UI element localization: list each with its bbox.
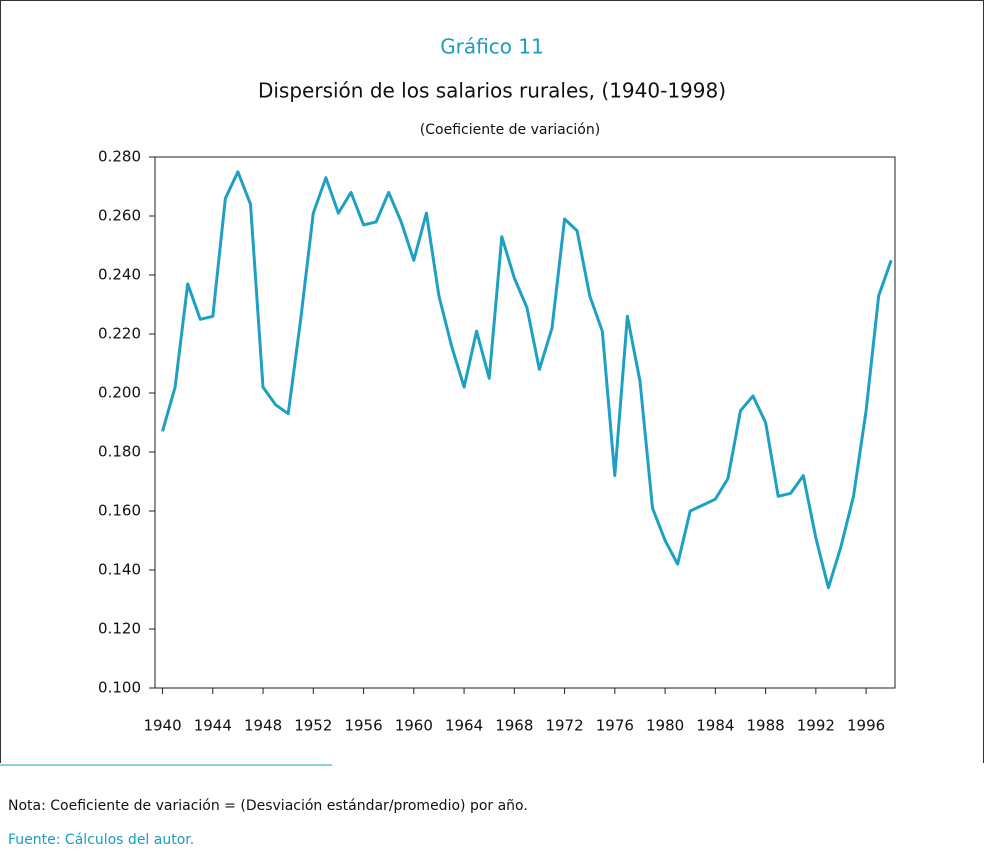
x-tick-label: 1944 (194, 717, 232, 735)
x-tick-label: 1976 (596, 717, 634, 735)
y-tick-label: 0.220 (98, 325, 141, 343)
x-tick-label: 1960 (395, 717, 433, 735)
y-tick-label: 0.100 (98, 679, 141, 697)
y-axis-label: (Coeficiente de variación) (420, 122, 600, 138)
x-tick-label: 1992 (797, 717, 835, 735)
source: Fuente: Cálculos del autor. (8, 832, 194, 848)
x-tick-label: 1964 (445, 717, 483, 735)
chart-title: Gráfico 11 (440, 35, 544, 59)
line (161, 170, 893, 590)
x-tick-label: 1940 (143, 717, 181, 735)
note: Nota: Coeficiente de variación = (Desvia… (8, 798, 528, 814)
y-tick-label: 0.240 (98, 266, 141, 284)
x-tick-label: 1980 (646, 717, 684, 735)
x-tick-label: 1988 (747, 717, 785, 735)
x-tick-label: 1972 (545, 717, 583, 735)
y-tick-label: 0.140 (98, 561, 141, 579)
x-tick-label: 1956 (344, 717, 382, 735)
plot-area (154, 156, 896, 689)
y-tick-label: 0.160 (98, 502, 141, 520)
frame (0, 0, 984, 763)
x-tick-label: 1968 (495, 717, 533, 735)
y-tick-label: 0.180 (98, 443, 141, 461)
x-tick-label: 1996 (847, 717, 885, 735)
y-tick-label: 0.260 (98, 207, 141, 225)
y-tick-label: 0.120 (98, 620, 141, 638)
x-tick-label: 1984 (696, 717, 734, 735)
x-tick-label: 1952 (294, 717, 332, 735)
chart-subtitle: Dispersión de los salarios rurales, (194… (258, 79, 726, 103)
x-tick-label: 1948 (244, 717, 282, 735)
y-tick-label: 0.200 (98, 384, 141, 402)
y-tick-label: 0.280 (98, 148, 141, 166)
